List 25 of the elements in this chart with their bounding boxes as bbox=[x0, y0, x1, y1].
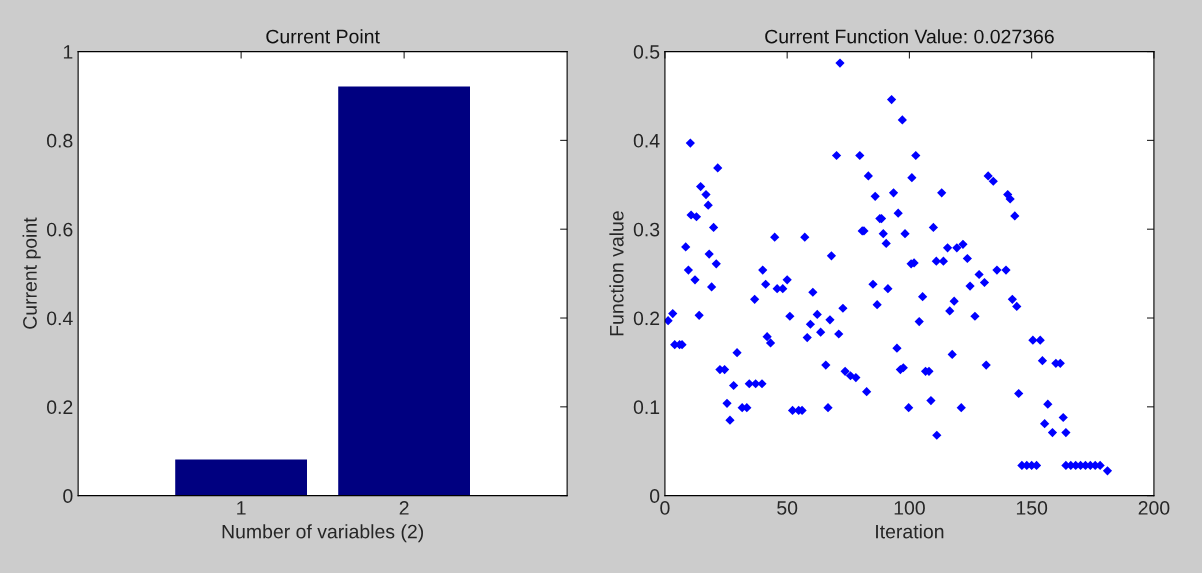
x-axis-title: Number of variables (2) bbox=[222, 524, 424, 543]
y-tick-label: 0.2 bbox=[47, 400, 73, 415]
chart-title: Current Function Value: 0.027366 bbox=[765, 29, 1054, 44]
x-tick-label: 200 bbox=[1138, 501, 1170, 515]
y-tick-label: 0.2 bbox=[633, 311, 660, 326]
x-tick-label: 2 bbox=[399, 501, 409, 515]
y-axis-title: Current point bbox=[22, 217, 41, 329]
y-tick-label: 0.4 bbox=[47, 311, 73, 326]
y-tick-label: 0.1 bbox=[633, 400, 660, 415]
y-tick-label: 0 bbox=[63, 489, 73, 503]
x-tick-label: 150 bbox=[1016, 501, 1048, 515]
x-tick-label: 1 bbox=[237, 501, 246, 515]
y-tick-label: 1 bbox=[63, 45, 73, 59]
y-tick-label: 0.3 bbox=[633, 222, 660, 237]
y-tick-label: 0.6 bbox=[47, 222, 73, 237]
x-tick-label: 100 bbox=[894, 501, 925, 515]
x-axis-title: Iteration bbox=[876, 524, 944, 539]
y-tick-label: 0 bbox=[650, 489, 660, 503]
y-tick-label: 0.5 bbox=[633, 45, 660, 59]
y-axis-title: Function value bbox=[609, 211, 624, 336]
x-tick-label: 0 bbox=[660, 501, 670, 515]
y-tick-label: 0.4 bbox=[633, 133, 660, 148]
x-tick-label: 50 bbox=[777, 501, 798, 515]
y-tick-label: 0.8 bbox=[47, 133, 73, 148]
chart-title: Current Point bbox=[266, 29, 380, 44]
